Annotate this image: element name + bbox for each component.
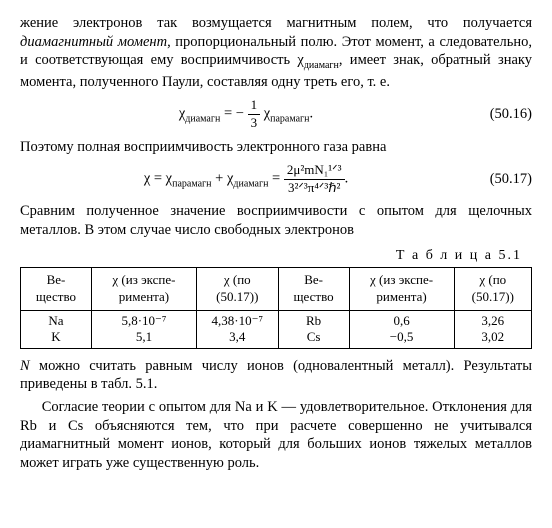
table-5-1: Ве- щество χ (из экспе- римента) χ (по (… <box>20 267 532 349</box>
cell-sub1-r2: K <box>30 329 82 346</box>
eq1-eq: = − <box>220 106 247 122</box>
eq2-lhs: χ = χ <box>144 171 172 187</box>
p4-N: N <box>20 358 30 374</box>
th-chi-theory-2: χ (по (50.17)) <box>454 268 531 310</box>
eq1-frac-den: 3 <box>248 115 261 132</box>
eq1-rhs: χ <box>260 106 270 122</box>
paragraph-2: Поэтому полная восприимчивость электронн… <box>20 138 532 157</box>
th-substance-1: Ве- щество <box>21 268 92 310</box>
eq2-eq: = <box>268 171 283 187</box>
th-chi-exp-2: χ (из экспе- римента) <box>349 268 454 310</box>
equation-50-17: χ = χпарамагн + χдиамагн = 2μ²mN₁¹ᐟ³3²ᐟ³… <box>20 162 532 196</box>
cell-exp2-r2: −0,5 <box>359 329 445 346</box>
eq1-lhs-sub: диамагн <box>185 114 220 125</box>
paragraph-5: Согласие теории с опытом для Na и K — уд… <box>20 398 532 472</box>
eq1-dot: . <box>310 106 314 122</box>
cell-th-left: 4,38·10⁻⁷ 3,4 <box>196 310 278 348</box>
cell-th-right: 3,26 3,02 <box>454 310 531 348</box>
cell-th1-r1: 4,38·10⁻⁷ <box>206 313 269 330</box>
cell-exp-left: 5,8·10⁻⁷ 5,1 <box>91 310 196 348</box>
eq2-frac-den: 3²ᐟ³π⁴ᐟ³ℏ² <box>284 180 345 197</box>
p1-text-a: жение электронов так возмущается магнитн… <box>20 15 532 31</box>
paragraph-3: Сравним полученное значение восприимчиво… <box>20 202 532 239</box>
eq1-frac-num: 1 <box>248 97 261 115</box>
eq2-number: (50.17) <box>472 170 532 189</box>
p4-body: можно считать равным числу ионов (однова… <box>20 358 532 393</box>
eq2-s1: парамагн <box>172 178 211 189</box>
eq2-plus: + χ <box>212 171 234 187</box>
cell-th2-r2: 3,02 <box>464 329 522 346</box>
table-header-row: Ве- щество χ (из экспе- римента) χ (по (… <box>21 268 532 310</box>
table-body: Na K 5,8·10⁻⁷ 5,1 4,38·10⁻⁷ 3,4 Rb Cs 0,… <box>21 310 532 348</box>
cell-sub1-r1: Na <box>30 313 82 330</box>
eq2-s2: диамагн <box>233 178 268 189</box>
eq1-number: (50.16) <box>472 105 532 124</box>
table-label: Т а б л и ц а 5.1 <box>20 247 522 265</box>
cell-exp1-r2: 5,1 <box>101 329 187 346</box>
p1-italic: диамагнитный момент <box>20 34 167 50</box>
paragraph-4: N можно считать равным числу ионов (одно… <box>20 357 532 394</box>
eq2-dot: . <box>345 171 349 187</box>
cell-th2-r1: 3,26 <box>464 313 522 330</box>
cell-exp-right: 0,6 −0,5 <box>349 310 454 348</box>
equation-50-16: χдиамагн = − 13 χпарамагн. (50.16) <box>20 97 532 131</box>
eq2-body: χ = χпарамагн + χдиамагн = 2μ²mN₁¹ᐟ³3²ᐟ³… <box>20 162 472 196</box>
p1-sub1: диамагн <box>304 60 339 71</box>
eq1-rhs-sub: парамагн <box>270 114 309 125</box>
cell-sub-right: Rb Cs <box>278 310 349 348</box>
th-substance-2: Ве- щество <box>278 268 349 310</box>
paragraph-1: жение электронов так возмущается магнитн… <box>20 14 532 91</box>
cell-th1-r2: 3,4 <box>206 329 269 346</box>
eq2-frac: 2μ²mN₁¹ᐟ³3²ᐟ³π⁴ᐟ³ℏ² <box>284 162 345 196</box>
cell-exp2-r1: 0,6 <box>359 313 445 330</box>
th-chi-exp-1: χ (из экспе- римента) <box>91 268 196 310</box>
cell-sub2-r2: Cs <box>288 329 340 346</box>
eq1-frac: 13 <box>248 97 261 131</box>
eq2-frac-num: 2μ²mN₁¹ᐟ³ <box>284 162 345 180</box>
cell-sub2-r1: Rb <box>288 313 340 330</box>
eq1-body: χдиамагн = − 13 χпарамагн. <box>20 97 472 131</box>
th-chi-theory-1: χ (по (50.17)) <box>196 268 278 310</box>
cell-exp1-r1: 5,8·10⁻⁷ <box>101 313 187 330</box>
cell-sub-left: Na K <box>21 310 92 348</box>
